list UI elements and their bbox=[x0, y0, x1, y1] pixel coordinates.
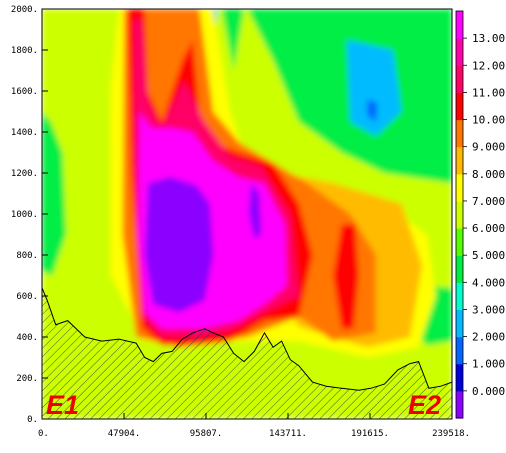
terrain-hatched-area bbox=[42, 287, 452, 419]
colorbar-segment bbox=[456, 173, 463, 202]
x-tick-label: 47904. bbox=[108, 429, 141, 439]
y-tick-label: 1000. bbox=[11, 210, 38, 220]
colorbar-label: 10.00 bbox=[472, 114, 505, 127]
x-tick-label: 239518. bbox=[432, 429, 470, 439]
y-tick-label: 600. bbox=[16, 292, 38, 302]
colorbar-segment bbox=[456, 146, 463, 175]
colorbar-label: 11.00 bbox=[472, 86, 505, 99]
y-tick-label: 2000. bbox=[11, 5, 38, 15]
y-axis-ticks: 0. 200. 400. 600. 800. 1000. 1200. 1400. 1600. 18… bbox=[11, 5, 48, 425]
y-tick-label: 800. bbox=[16, 251, 38, 261]
colorbar-label: 12.00 bbox=[472, 59, 505, 72]
colorbar-label: 5.000 bbox=[472, 249, 505, 262]
contour-field bbox=[42, 9, 452, 419]
contour-purple-core bbox=[144, 177, 214, 313]
colorbar-label: 4.000 bbox=[472, 276, 505, 289]
colorbar-segment bbox=[456, 255, 463, 283]
colorbar-frame bbox=[455, 10, 464, 419]
annotation-e1: E1 bbox=[46, 390, 79, 420]
x-tick-label: 143711. bbox=[269, 429, 307, 439]
x-tick-label: 0. bbox=[38, 429, 49, 439]
contour-red-right bbox=[333, 224, 359, 329]
colorbar-label: 2.000 bbox=[472, 331, 505, 344]
colorbar-segment bbox=[456, 390, 463, 419]
x-axis-ticks: 0. 47904. 95807. 143711. 191615. 239518. bbox=[38, 413, 470, 439]
contour-blue-spot bbox=[367, 99, 378, 122]
y-tick-label: 1200. bbox=[11, 169, 38, 179]
colorbar-label: 1.000 bbox=[472, 358, 505, 371]
annotation-e2: E2 bbox=[408, 390, 441, 420]
colorbar-label: 0.000 bbox=[472, 385, 505, 398]
colorbar-segment bbox=[456, 65, 463, 93]
colorbar-segment bbox=[456, 363, 463, 392]
y-tick-label: 0. bbox=[27, 415, 38, 425]
colorbar-segment bbox=[456, 200, 463, 229]
contour-green-notch bbox=[221, 9, 244, 71]
colorbar-label: 13.00 bbox=[472, 32, 505, 45]
contour-cyan-upper bbox=[346, 39, 402, 137]
y-tick-label: 400. bbox=[16, 333, 38, 343]
y-tick-label: 200. bbox=[16, 374, 38, 384]
colorbar-label: 7.000 bbox=[472, 195, 505, 208]
colorbar-segment bbox=[456, 282, 463, 311]
y-tick-label: 1800. bbox=[11, 46, 38, 56]
colorbar-label: 6.000 bbox=[472, 222, 505, 235]
colorbar-segment bbox=[456, 228, 463, 256]
contour-purple-strip bbox=[249, 183, 262, 239]
colorbar-label: 8.000 bbox=[472, 168, 505, 181]
contour-green-left bbox=[42, 111, 66, 276]
y-tick-label: 1400. bbox=[11, 128, 38, 138]
colorbar-segment bbox=[456, 38, 463, 66]
colorbar-segment bbox=[456, 11, 463, 39]
x-tick-label: 191615. bbox=[351, 429, 389, 439]
x-tick-label: 95807. bbox=[190, 429, 223, 439]
colorbar-label: 9.000 bbox=[472, 141, 505, 154]
colorbar-segment bbox=[456, 309, 463, 338]
colorbar-segment bbox=[456, 119, 463, 148]
terrain-outline bbox=[41, 287, 453, 391]
contour-layers bbox=[42, 9, 452, 419]
colorbar-segment bbox=[456, 92, 463, 121]
colorbar-label: 3.000 bbox=[472, 303, 505, 316]
y-tick-label: 1600. bbox=[11, 87, 38, 97]
colorbar: 0.000 1.000 2.000 3.000 4.000 5.000 6.000 7.000… bbox=[455, 10, 505, 419]
colorbar-segment bbox=[456, 336, 463, 365]
